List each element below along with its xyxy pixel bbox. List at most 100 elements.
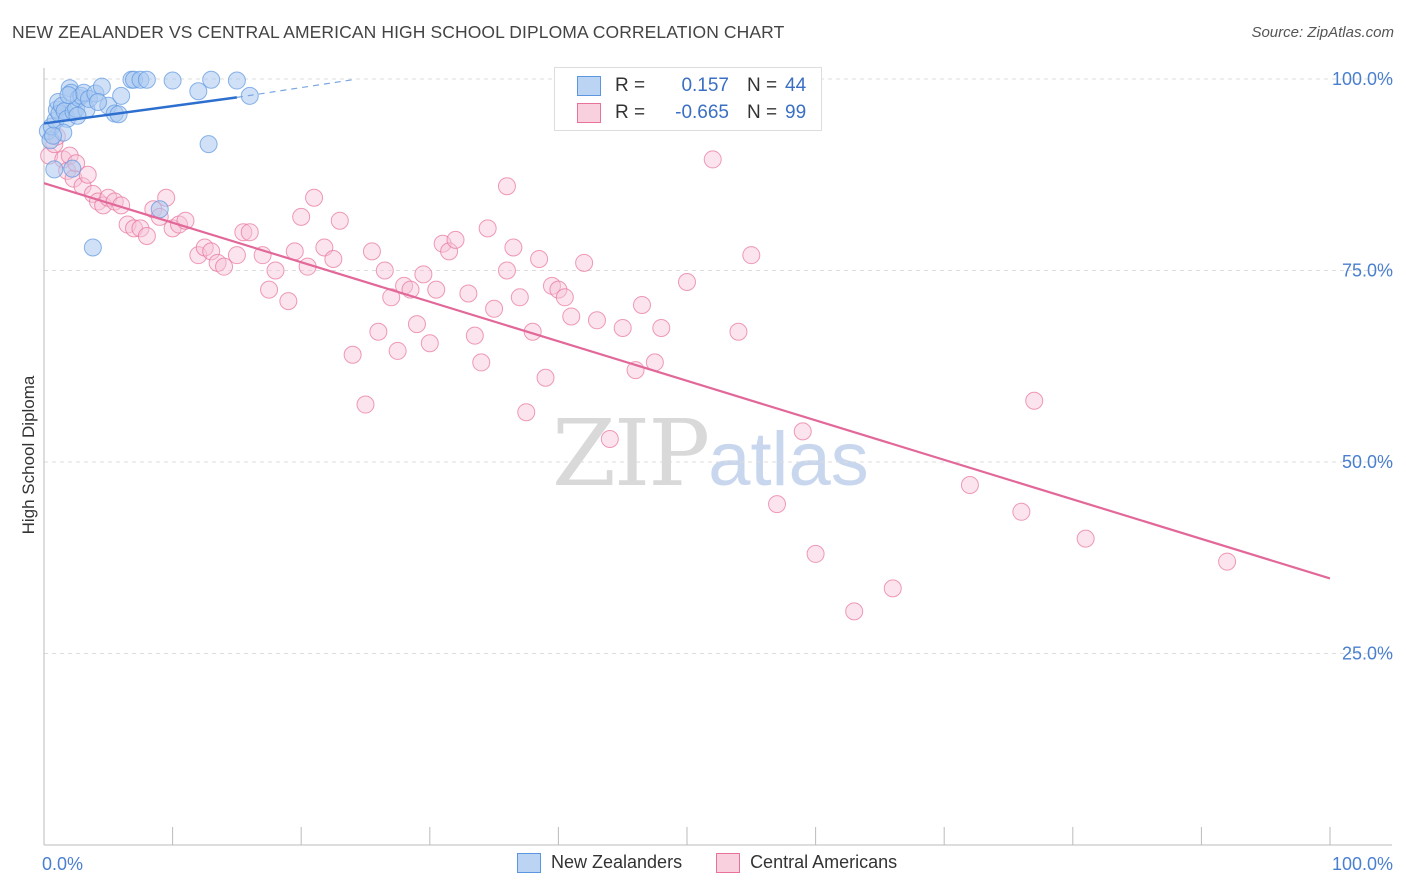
point-central-american <box>530 250 549 269</box>
point-central-american <box>536 368 555 387</box>
x-tick-label: 0.0% <box>42 854 83 874</box>
point-central-american <box>420 334 439 353</box>
point-central-american <box>613 318 632 337</box>
point-central-american <box>202 242 221 261</box>
point-central-american <box>427 280 446 299</box>
point-new-zealander <box>92 77 111 96</box>
legend-r-label: R = <box>615 75 646 96</box>
point-central-american <box>632 295 651 314</box>
legend-label-central-americans: Central Americans <box>750 852 898 872</box>
trendline-central-americans <box>43 182 1331 580</box>
x-tick-label: 100.0% <box>1332 854 1393 874</box>
legend-item-new-zealanders[interactable]: New Zealanders <box>517 852 682 873</box>
y-tick-label: 100.0% <box>1332 69 1393 89</box>
point-new-zealander <box>189 82 208 101</box>
point-central-american <box>1218 552 1237 571</box>
point-central-american <box>137 227 156 246</box>
point-new-zealander <box>89 92 108 111</box>
point-central-american <box>465 326 484 345</box>
point-central-american <box>227 246 246 265</box>
point-central-american <box>883 579 902 598</box>
point-new-zealander <box>83 238 102 257</box>
legend-swatch-pink <box>577 103 601 123</box>
point-central-american <box>292 207 311 226</box>
point-central-american <box>600 430 619 449</box>
point-central-american <box>478 219 497 238</box>
point-central-american <box>446 230 465 249</box>
y-tick-label: 75.0% <box>1342 261 1393 281</box>
y-axis-label: High School Diploma <box>19 375 38 535</box>
point-central-american <box>369 322 388 341</box>
point-new-zealander <box>163 71 182 90</box>
legend-r-value: 0.157 <box>681 75 729 96</box>
source-label: Source: ZipAtlas.com <box>1251 24 1394 41</box>
point-central-american <box>279 292 298 311</box>
point-central-american <box>845 602 864 621</box>
point-central-american <box>497 177 516 196</box>
point-central-american <box>472 353 491 372</box>
point-new-zealander <box>227 71 246 90</box>
point-central-american <box>729 322 748 341</box>
point-central-american <box>78 165 97 184</box>
point-central-american <box>375 261 394 280</box>
point-central-american <box>266 261 285 280</box>
point-central-american <box>510 288 529 307</box>
point-central-american <box>234 223 253 242</box>
point-new-zealander <box>45 160 64 179</box>
legend-row-central-americans: R = -0.665 N = 99 <box>577 100 806 126</box>
legend-r-label: R = <box>615 102 646 123</box>
point-new-zealander <box>137 70 156 89</box>
correlation-legend: R = 0.157 N = 44 R = -0.665 N = 99 <box>554 67 822 131</box>
trendline-new-zealanders <box>43 96 238 125</box>
legend-n-value: 99 <box>785 102 807 123</box>
point-central-american <box>362 242 381 261</box>
point-central-american <box>806 544 825 563</box>
y-tick-label: 50.0% <box>1342 452 1393 472</box>
point-central-american <box>575 253 594 272</box>
point-central-american <box>587 311 606 330</box>
watermark-atlas: atlas <box>708 417 869 502</box>
point-central-american <box>768 495 787 514</box>
point-central-american <box>215 257 234 276</box>
point-central-american <box>330 211 349 230</box>
chart-title: NEW ZEALANDER VS CENTRAL AMERICAN HIGH S… <box>12 22 785 42</box>
point-central-american <box>793 422 812 441</box>
watermark: ZIPatlas <box>552 400 869 507</box>
point-new-zealander <box>68 106 87 125</box>
watermark-zip: ZIP <box>552 400 710 507</box>
point-central-american <box>517 403 536 422</box>
point-central-american <box>1012 502 1031 521</box>
legend-swatch-blue <box>577 76 601 96</box>
legend-item-central-americans[interactable]: Central Americans <box>716 852 897 873</box>
legend-r-value: -0.665 <box>675 102 729 123</box>
point-central-american <box>305 188 324 207</box>
point-central-american <box>562 307 581 326</box>
legend-n-value: 44 <box>785 75 807 96</box>
point-new-zealander <box>199 135 218 154</box>
legend-swatch-blue <box>517 852 541 873</box>
point-central-american <box>260 280 279 299</box>
point-central-american <box>240 223 259 242</box>
point-central-american <box>459 284 478 303</box>
point-new-zealander <box>150 200 169 219</box>
y-tick-label: 25.0% <box>1342 644 1393 664</box>
point-central-american <box>388 341 407 360</box>
legend-swatch-pink <box>716 852 741 873</box>
point-new-zealander <box>44 126 63 145</box>
series-legend: New Zealanders Central Americans <box>517 852 931 873</box>
point-central-american <box>414 265 433 284</box>
point-central-american <box>504 238 523 257</box>
point-central-american <box>1025 391 1044 410</box>
point-central-american <box>652 318 671 337</box>
trendline-new-zealanders-extension <box>236 79 353 98</box>
point-new-zealander <box>63 159 82 178</box>
point-central-american <box>485 299 504 318</box>
point-new-zealander <box>59 86 78 105</box>
point-central-american <box>131 219 150 238</box>
point-central-american <box>1076 529 1095 548</box>
point-central-american <box>497 261 516 280</box>
point-central-american <box>678 272 696 291</box>
legend-row-new-zealanders: R = 0.157 N = 44 <box>577 73 806 99</box>
point-central-american <box>555 288 574 307</box>
